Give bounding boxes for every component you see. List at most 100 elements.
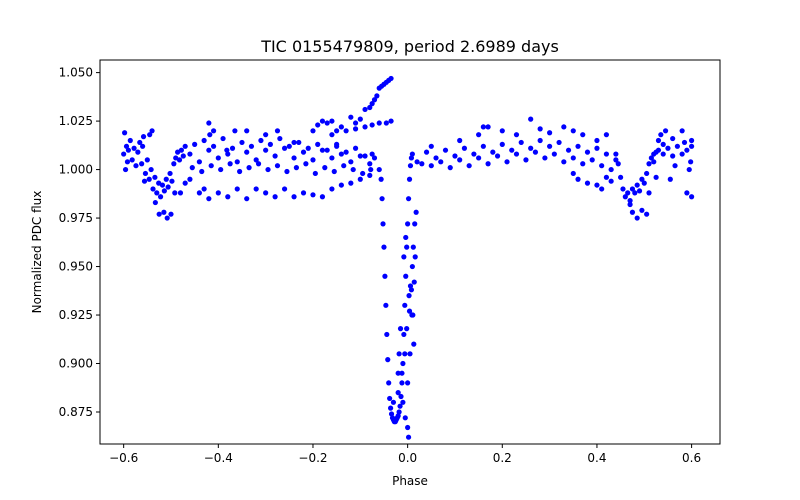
data-point xyxy=(167,170,173,177)
data-point xyxy=(561,124,567,130)
data-point xyxy=(603,132,610,138)
data-point xyxy=(125,147,131,153)
data-point xyxy=(319,118,326,124)
data-point xyxy=(338,151,344,157)
data-point xyxy=(599,186,605,192)
data-point xyxy=(401,331,407,338)
data-point xyxy=(653,174,659,180)
data-point xyxy=(350,166,356,173)
data-point xyxy=(404,326,410,332)
data-point xyxy=(634,215,640,221)
data-point xyxy=(152,174,158,180)
chart-title: TIC 0155479809, period 2.6989 days xyxy=(260,37,559,56)
data-point xyxy=(246,165,252,171)
data-point xyxy=(561,159,567,165)
data-point xyxy=(404,244,410,250)
data-point xyxy=(352,126,359,132)
data-point xyxy=(140,134,147,140)
y-tick-label: 0.900 xyxy=(59,357,93,371)
data-point xyxy=(343,149,349,155)
data-point xyxy=(163,176,169,182)
data-point xyxy=(584,149,591,155)
data-point xyxy=(599,163,605,169)
data-point xyxy=(371,97,378,103)
data-point xyxy=(376,166,382,173)
data-point xyxy=(632,190,638,196)
data-point xyxy=(284,168,290,175)
data-point xyxy=(395,390,401,396)
data-point xyxy=(636,188,643,194)
data-point xyxy=(405,221,411,227)
data-point xyxy=(461,145,468,151)
data-point xyxy=(348,159,354,165)
data-point xyxy=(171,161,177,167)
data-point xyxy=(272,194,278,200)
data-point xyxy=(369,101,375,107)
data-point xyxy=(334,141,340,147)
data-point xyxy=(131,145,137,151)
data-point xyxy=(608,166,614,173)
data-point xyxy=(423,149,430,155)
data-point xyxy=(580,161,586,167)
data-point xyxy=(518,139,524,146)
data-point xyxy=(407,163,414,169)
data-point xyxy=(189,165,195,171)
data-point xyxy=(406,293,412,299)
data-point xyxy=(329,186,335,192)
data-point xyxy=(300,190,307,196)
data-point xyxy=(244,128,250,134)
data-point xyxy=(397,403,403,409)
x-axis-title: Phase xyxy=(392,474,428,488)
data-point xyxy=(362,153,368,159)
data-point xyxy=(315,141,321,147)
data-point xyxy=(253,186,259,192)
data-point xyxy=(255,161,262,167)
data-point xyxy=(220,135,226,142)
data-point xyxy=(396,351,402,357)
data-point xyxy=(207,132,213,138)
x-axis: −0.6 −0.4 −0.2 0.0 0.2 0.4 0.6 xyxy=(109,444,701,465)
data-point xyxy=(405,424,411,431)
data-point xyxy=(402,351,408,357)
y-tick-label: 1.000 xyxy=(59,163,93,177)
data-point xyxy=(408,287,415,293)
data-point xyxy=(409,312,415,318)
data-point xyxy=(208,163,214,169)
data-point xyxy=(147,132,153,138)
data-point xyxy=(402,302,408,308)
data-point xyxy=(310,192,316,198)
data-point xyxy=(395,413,401,419)
data-point xyxy=(480,124,486,130)
data-point xyxy=(689,137,695,144)
data-point xyxy=(263,147,269,153)
data-point xyxy=(494,153,501,159)
data-point xyxy=(357,176,363,182)
data-point xyxy=(528,116,534,122)
data-point xyxy=(215,190,221,196)
data-point xyxy=(406,308,413,314)
data-point xyxy=(244,149,250,155)
data-point xyxy=(218,166,224,173)
data-point xyxy=(627,201,633,208)
data-point xyxy=(385,357,391,363)
data-point xyxy=(286,143,292,149)
data-point xyxy=(388,118,394,124)
data-point xyxy=(381,244,387,250)
data-point xyxy=(357,153,363,159)
data-point xyxy=(165,184,171,190)
data-point xyxy=(396,409,402,415)
x-tick-label: −0.2 xyxy=(298,451,327,465)
data-point xyxy=(331,168,337,175)
data-point xyxy=(253,157,259,163)
data-point xyxy=(281,186,288,192)
data-point xyxy=(137,139,143,146)
y-axis-title: Normalized PDC flux xyxy=(30,191,44,314)
data-point xyxy=(348,114,354,120)
data-point xyxy=(622,194,628,200)
data-point xyxy=(670,135,676,142)
data-point xyxy=(206,196,212,202)
data-point xyxy=(390,399,397,405)
data-point xyxy=(206,120,212,126)
data-point xyxy=(227,161,233,167)
